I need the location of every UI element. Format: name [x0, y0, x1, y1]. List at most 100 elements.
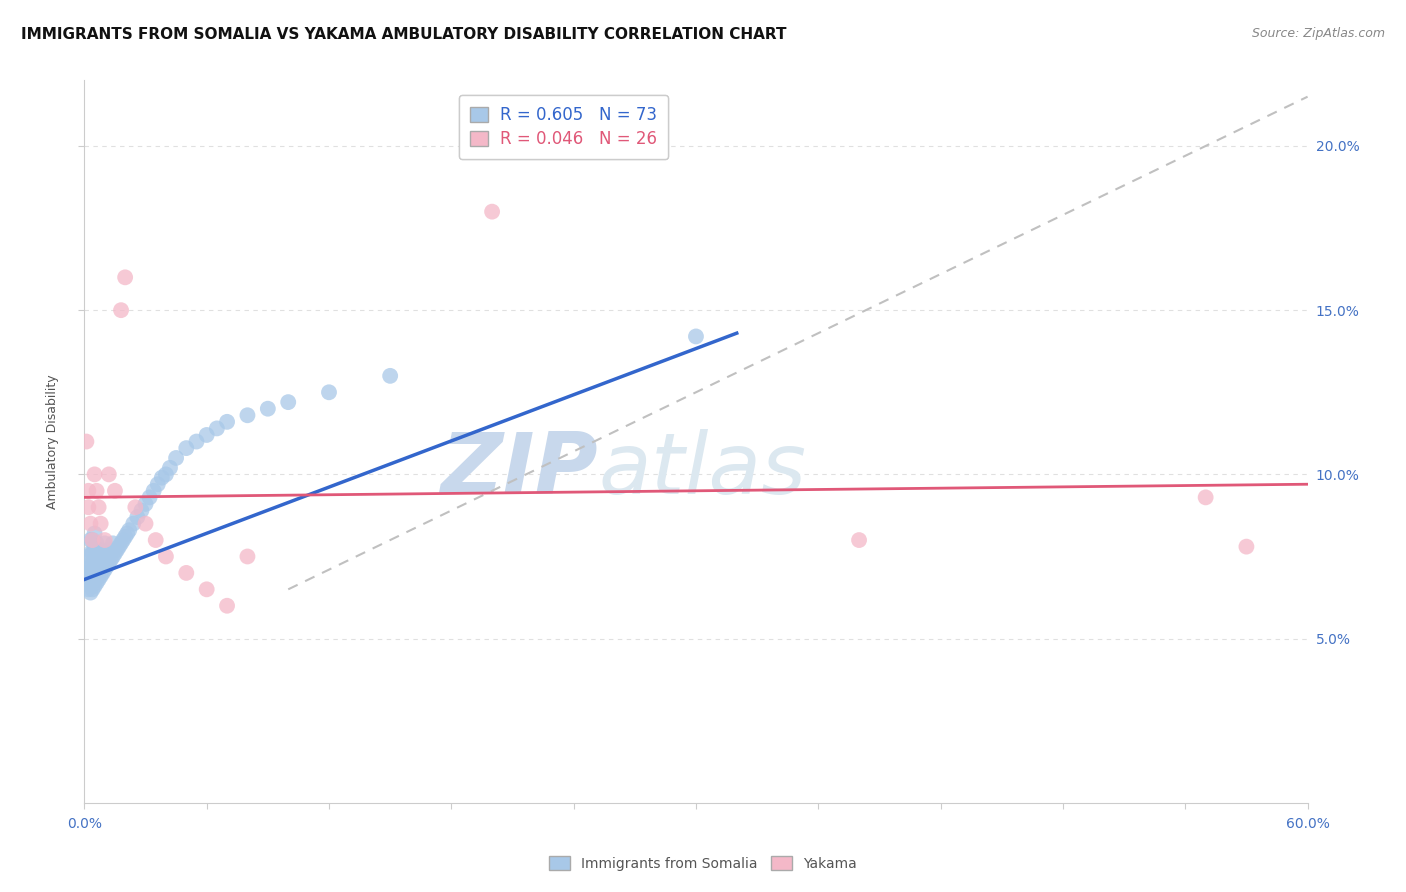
Point	[93, 563, 115, 577]
Point	[86, 563, 108, 577]
Point	[86, 575, 108, 590]
Point	[97, 556, 120, 570]
Point	[155, 467, 177, 482]
Point	[87, 559, 110, 574]
Point	[105, 542, 128, 557]
Point	[318, 385, 340, 400]
Point	[90, 556, 112, 570]
Y-axis label: Ambulatory Disability: Ambulatory Disability	[46, 375, 59, 508]
Point	[83, 566, 105, 580]
Point	[83, 540, 105, 554]
Point	[174, 566, 197, 580]
Point	[135, 516, 157, 531]
Point	[685, 329, 707, 343]
Point	[138, 491, 160, 505]
Point	[97, 467, 120, 482]
Point	[1195, 491, 1218, 505]
Point	[96, 546, 118, 560]
Text: Source: ZipAtlas.com: Source: ZipAtlas.com	[1251, 27, 1385, 40]
Point	[131, 503, 153, 517]
Point	[77, 500, 100, 515]
Point	[104, 546, 127, 560]
Point	[93, 533, 115, 547]
Point	[79, 516, 101, 531]
Point	[481, 204, 503, 219]
Point	[83, 526, 105, 541]
Point	[277, 395, 299, 409]
Point	[112, 533, 135, 547]
Point	[1236, 540, 1258, 554]
Point	[82, 533, 104, 547]
Point	[86, 483, 108, 498]
Point	[124, 500, 146, 515]
Point	[155, 549, 177, 564]
Point	[195, 428, 218, 442]
Point	[79, 573, 101, 587]
Text: atlas: atlas	[598, 429, 806, 512]
Point	[159, 460, 181, 475]
Point	[87, 500, 110, 515]
Point	[82, 582, 104, 597]
Point	[217, 599, 239, 613]
Point	[146, 477, 169, 491]
Point	[93, 536, 115, 550]
Point	[114, 270, 136, 285]
Point	[195, 582, 218, 597]
Point	[142, 483, 165, 498]
Point	[217, 415, 239, 429]
Point	[122, 516, 145, 531]
Point	[86, 536, 108, 550]
Point	[87, 546, 110, 560]
Point	[174, 441, 197, 455]
Legend: Immigrants from Somalia, Yakama: Immigrants from Somalia, Yakama	[544, 851, 862, 876]
Point	[257, 401, 280, 416]
Point	[145, 533, 167, 547]
Point	[101, 536, 124, 550]
Point	[135, 497, 157, 511]
Point	[77, 483, 100, 498]
Point	[90, 516, 112, 531]
Point	[205, 421, 228, 435]
Point	[104, 483, 127, 498]
Point	[83, 467, 105, 482]
Point	[96, 559, 118, 574]
Point	[75, 559, 97, 574]
Point	[77, 566, 100, 580]
Point	[114, 530, 136, 544]
Point	[380, 368, 402, 383]
Point	[83, 553, 105, 567]
Point	[110, 303, 132, 318]
Point	[82, 573, 104, 587]
Point	[91, 566, 114, 580]
Text: IMMIGRANTS FROM SOMALIA VS YAKAMA AMBULATORY DISABILITY CORRELATION CHART: IMMIGRANTS FROM SOMALIA VS YAKAMA AMBULA…	[21, 27, 786, 42]
Point	[127, 510, 149, 524]
Point	[86, 549, 108, 564]
Point	[77, 582, 100, 597]
Legend: R = 0.605   N = 73, R = 0.046   N = 26: R = 0.605 N = 73, R = 0.046 N = 26	[458, 95, 668, 159]
Point	[82, 533, 104, 547]
Point	[77, 573, 100, 587]
Point	[165, 450, 187, 465]
Point	[79, 559, 101, 574]
Point	[97, 542, 120, 557]
Text: ZIP: ZIP	[440, 429, 598, 512]
Point	[83, 579, 105, 593]
Point	[93, 549, 115, 564]
Point	[100, 553, 122, 567]
Point	[75, 434, 97, 449]
Point	[90, 569, 112, 583]
Point	[848, 533, 870, 547]
Point	[87, 573, 110, 587]
Point	[79, 585, 101, 599]
Point	[79, 533, 101, 547]
Point	[90, 542, 112, 557]
Point	[91, 553, 114, 567]
Point	[79, 546, 101, 560]
Point	[115, 526, 138, 541]
Point	[108, 540, 131, 554]
Point	[77, 549, 100, 564]
Point	[82, 546, 104, 560]
Point	[236, 409, 259, 423]
Point	[186, 434, 208, 449]
Point	[118, 523, 141, 537]
